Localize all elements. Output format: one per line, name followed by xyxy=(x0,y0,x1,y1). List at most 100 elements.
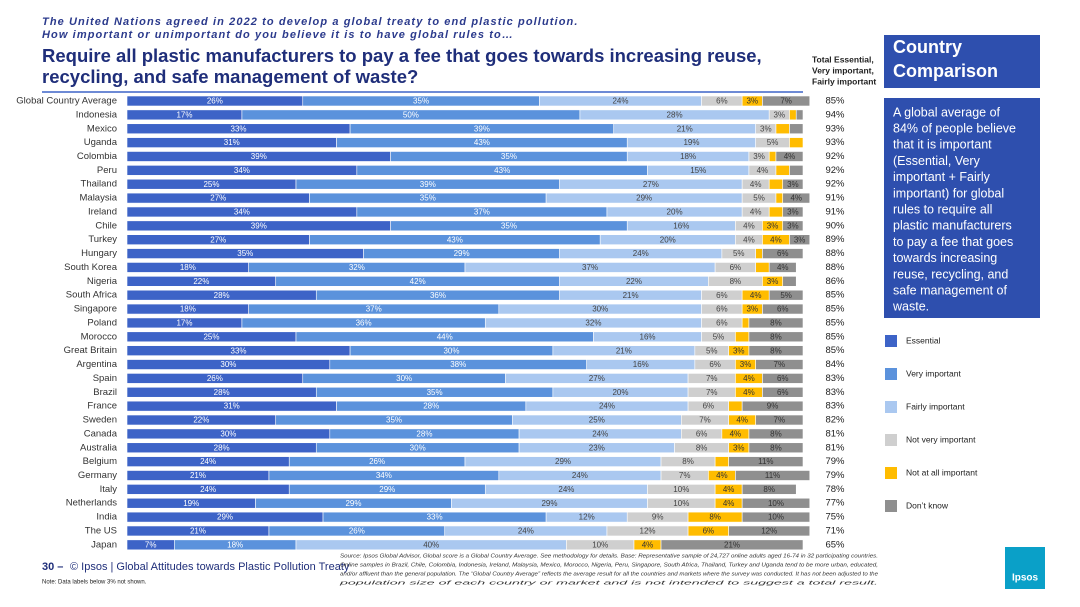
data-label: 20% xyxy=(612,388,628,397)
category-label: Italy xyxy=(100,484,118,495)
data-label: 28% xyxy=(214,443,230,452)
data-label: 27% xyxy=(210,194,226,203)
data-label: 43% xyxy=(494,166,510,175)
data-label: 29% xyxy=(454,249,470,258)
data-label: 4% xyxy=(743,235,755,244)
category-label: Indonesia xyxy=(76,109,118,120)
bar-segment xyxy=(782,206,804,218)
data-label: 43% xyxy=(474,138,490,147)
data-label: 32% xyxy=(349,263,365,272)
totals-header: Total Essential, xyxy=(812,54,874,64)
category-label: Singapore xyxy=(74,304,117,315)
data-label: 10% xyxy=(673,485,689,494)
total-label: 78% xyxy=(825,484,845,495)
data-label: 11% xyxy=(758,457,773,466)
total-label: 84% xyxy=(825,359,845,370)
data-label: 8% xyxy=(682,457,694,466)
category-label: Germany xyxy=(78,470,117,481)
data-label: 4% xyxy=(750,291,762,300)
source-text: Source: Ipsos Global Advisor, Global sco… xyxy=(340,553,878,559)
panel-text: rules to require all xyxy=(893,202,992,216)
total-label: 89% xyxy=(825,234,845,245)
data-label: 7% xyxy=(706,374,718,383)
bar-segment xyxy=(741,484,797,495)
category-label: Poland xyxy=(87,317,117,328)
data-label: 24% xyxy=(558,485,574,494)
data-label: 10% xyxy=(673,499,689,508)
data-label: 3% xyxy=(774,110,786,119)
data-label: 42% xyxy=(410,277,426,286)
panel-text: important) for global xyxy=(893,186,1004,200)
category-label: Netherlands xyxy=(66,498,117,509)
bar-segment xyxy=(782,220,804,232)
source-text: Online samples in Brazil, Chile, Colombi… xyxy=(340,562,878,568)
total-label: 79% xyxy=(825,456,845,467)
legend-label: Not very important xyxy=(906,434,976,444)
data-label: 24% xyxy=(572,471,588,480)
total-label: 81% xyxy=(825,442,845,453)
bar-segment xyxy=(789,109,797,121)
bar-segment xyxy=(782,178,804,190)
data-label: 23% xyxy=(589,443,605,452)
bar-segment xyxy=(768,206,784,218)
data-label: 5% xyxy=(780,291,792,300)
data-label: 7% xyxy=(699,416,711,425)
data-label: 26% xyxy=(349,527,365,536)
data-label: 7% xyxy=(706,388,718,397)
data-label: 3% xyxy=(733,346,745,355)
data-label: 27% xyxy=(589,374,605,383)
data-label: 15% xyxy=(690,166,706,175)
data-label: 25% xyxy=(589,416,605,425)
data-label: 39% xyxy=(420,180,436,189)
bar-segment xyxy=(762,248,804,259)
total-label: 75% xyxy=(825,512,845,523)
bar-segment xyxy=(741,511,811,523)
bar-segment xyxy=(741,400,804,412)
total-label: 91% xyxy=(825,193,845,204)
category-label: Canada xyxy=(84,428,118,439)
panel-text: safe management of xyxy=(893,283,1007,297)
data-label: 4% xyxy=(750,208,762,217)
data-label: 39% xyxy=(251,152,267,161)
data-label: 8% xyxy=(730,277,742,286)
data-label: 10% xyxy=(592,540,608,549)
data-label: 30% xyxy=(410,443,426,452)
source-text: and/or affluent than the general populat… xyxy=(340,571,878,577)
legend-swatch xyxy=(885,335,897,347)
bar-segment xyxy=(714,456,729,467)
data-label: 20% xyxy=(660,235,676,244)
data-label: 4% xyxy=(736,416,748,425)
data-label: 4% xyxy=(723,499,735,508)
data-label: 35% xyxy=(501,221,517,230)
data-label: 50% xyxy=(403,110,419,119)
data-label: 6% xyxy=(716,319,728,328)
data-label: 8% xyxy=(763,485,775,494)
data-label: 30% xyxy=(443,346,459,355)
panel-title: Country xyxy=(893,37,962,57)
data-label: 21% xyxy=(724,540,740,549)
data-label: 3% xyxy=(733,443,745,452)
data-label: 37% xyxy=(366,305,382,314)
legend-label: Don’t know xyxy=(906,500,949,510)
data-label: 3% xyxy=(760,124,772,133)
total-label: 65% xyxy=(825,539,845,550)
data-label: 6% xyxy=(777,305,789,314)
data-label: 24% xyxy=(518,527,534,536)
category-label: Morocco xyxy=(81,331,117,342)
data-label: 16% xyxy=(673,221,689,230)
bar-segment xyxy=(775,192,784,204)
bar-segment xyxy=(768,289,804,301)
data-label: 8% xyxy=(770,319,782,328)
bar-segment xyxy=(748,442,804,454)
legend-swatch xyxy=(885,401,897,413)
total-label: 83% xyxy=(825,401,845,412)
data-label: 4% xyxy=(743,221,755,230)
data-label: 3% xyxy=(767,277,779,286)
data-label: 29% xyxy=(541,499,557,508)
data-label: 37% xyxy=(582,263,598,272)
data-label: 9% xyxy=(767,402,779,411)
data-label: 3% xyxy=(740,360,752,369)
data-label: 19% xyxy=(183,499,199,508)
panel-title-box xyxy=(884,35,1040,88)
category-label: France xyxy=(87,401,117,412)
